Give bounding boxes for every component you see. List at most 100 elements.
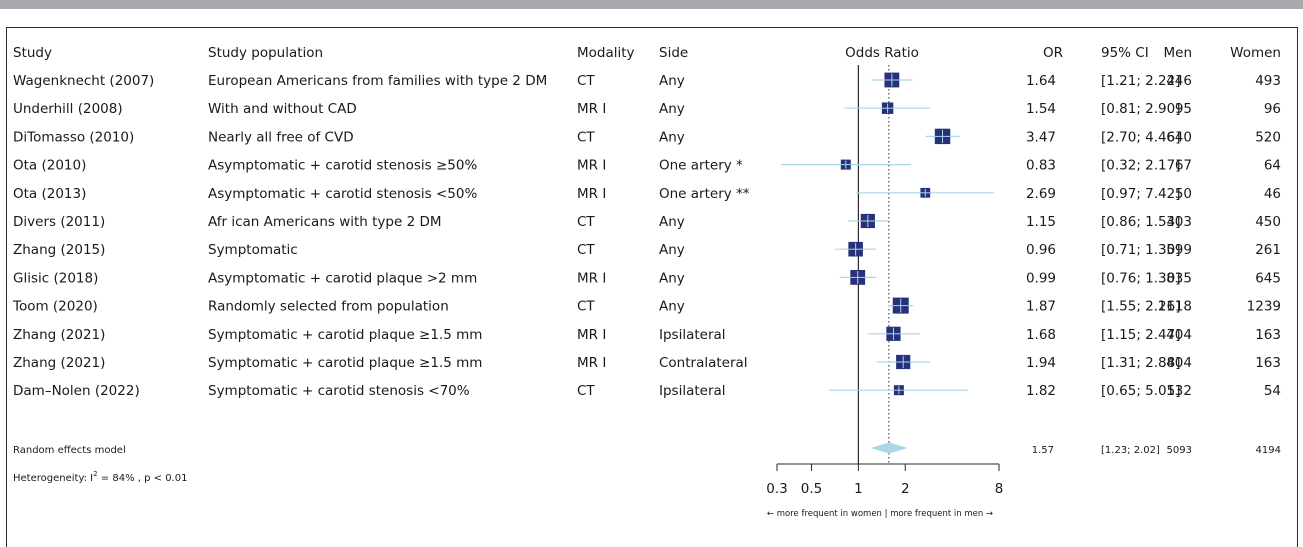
row-modality: CT xyxy=(577,299,595,315)
row-study: Ota (2013) xyxy=(13,186,86,202)
row-modality: CT xyxy=(577,383,595,399)
table-row: Underhill (2008) With and without CAD MR I… xyxy=(13,101,1281,117)
row-study: Zhang (2015) xyxy=(13,242,105,258)
row-or: 1.68 xyxy=(1026,327,1056,343)
row-or: 1.64 xyxy=(1026,73,1056,89)
row-side: Ipsilateral xyxy=(659,383,726,399)
row-ci: [0.76; 1.30] xyxy=(1101,270,1181,286)
header-row: Study Study population Modality Side Odd… xyxy=(13,45,1281,61)
table-row: Dam–Nolen (2022) Symptomatic + carotid st… xyxy=(13,383,1281,399)
row-men: 132 xyxy=(1166,383,1192,399)
row-population: Asymptomatic + carotid plaque >2 mm xyxy=(208,270,477,286)
row-population: Randomly selected from population xyxy=(208,299,449,315)
row-women: 645 xyxy=(1255,270,1281,286)
table-row: Zhang (2021) Symptomatic + carotid plaque… xyxy=(13,327,1281,343)
header-modality: Modality xyxy=(577,45,635,61)
summary-label: Random effects model xyxy=(13,445,126,456)
row-study: Wagenknecht (2007) xyxy=(13,73,154,89)
summary-row: Random effects model 1.57 [1.23; 2.02] 5… xyxy=(13,445,1281,456)
row-women: 96 xyxy=(1264,101,1281,117)
row-women: 163 xyxy=(1255,327,1281,343)
row-women: 261 xyxy=(1255,242,1281,258)
row-population: With and without CAD xyxy=(208,101,357,117)
x-tick-label: 0.3 xyxy=(766,481,787,497)
x-tick-label: 8 xyxy=(995,481,1004,497)
row-modality: MR I xyxy=(577,270,606,286)
summary-or: 1.57 xyxy=(1032,445,1054,456)
header-population: Study population xyxy=(208,45,323,61)
row-men: 303 xyxy=(1166,214,1192,230)
forest-plot-panel xyxy=(6,27,1298,547)
row-women: 520 xyxy=(1255,129,1281,145)
table-row: Zhang (2015) Symptomatic CT Any 0.96 [0.71; 1… xyxy=(13,242,1281,258)
row-ci: [0.71; 1.30] xyxy=(1101,242,1181,258)
row-population: Afr ican Americans with type 2 DM xyxy=(208,214,442,230)
row-men: 404 xyxy=(1166,355,1192,371)
row-ci: [0.32; 2.17] xyxy=(1101,158,1181,174)
table-row: Zhang (2021) Symptomatic + carotid plaque… xyxy=(13,355,1281,371)
row-side: Any xyxy=(659,299,685,315)
row-modality: MR I xyxy=(577,327,606,343)
row-men: 1118 xyxy=(1158,299,1192,315)
row-population: Symptomatic + carotid stenosis <70% xyxy=(208,383,470,399)
summary-women: 4194 xyxy=(1256,445,1281,456)
row-ci: [0.86; 1.54] xyxy=(1101,214,1181,230)
row-side: Any xyxy=(659,270,685,286)
header-or: OR xyxy=(1043,45,1063,61)
row-side: One artery ** xyxy=(659,186,750,202)
row-side: Any xyxy=(659,129,685,145)
row-population: Symptomatic + carotid plaque ≥1.5 mm xyxy=(208,327,482,343)
row-men: 95 xyxy=(1175,101,1192,117)
row-or: 3.47 xyxy=(1026,129,1056,145)
table-row: Ota (2010) Asymptomatic + carotid stenosi… xyxy=(13,158,1281,174)
row-study: Zhang (2021) xyxy=(13,355,105,371)
row-women: 493 xyxy=(1255,73,1281,89)
x-tick-label: 2 xyxy=(901,481,910,497)
row-study: Zhang (2021) xyxy=(13,327,105,343)
row-or: 0.96 xyxy=(1026,242,1056,258)
header-side: Side xyxy=(659,45,688,61)
row-population: Nearly all free of CVD xyxy=(208,129,354,145)
row-men: 50 xyxy=(1175,186,1192,202)
row-side: Contralateral xyxy=(659,355,748,371)
row-women: 163 xyxy=(1255,355,1281,371)
row-men: 835 xyxy=(1166,270,1192,286)
row-ci: [1.31; 2.88] xyxy=(1101,355,1181,371)
summary-men: 5093 xyxy=(1167,445,1192,456)
row-side: Any xyxy=(659,101,685,117)
row-or: 0.83 xyxy=(1026,158,1056,174)
row-or: 2.69 xyxy=(1026,186,1056,202)
row-modality: MR I xyxy=(577,186,606,202)
table-row: DiTomasso (2010) Nearly all free of CVD CT… xyxy=(13,129,1281,145)
row-modality: CT xyxy=(577,73,595,89)
row-study: Divers (2011) xyxy=(13,214,105,230)
row-study: Underhill (2008) xyxy=(13,101,123,117)
table-row: Toom (2020) Randomly selected from popula… xyxy=(12,299,1281,315)
row-modality: MR I xyxy=(577,355,606,371)
x-tick-label: 1 xyxy=(854,481,863,497)
row-or: 0.99 xyxy=(1026,270,1056,286)
row-or: 1.15 xyxy=(1026,214,1056,230)
summary-ci: [1.23; 2.02] xyxy=(1101,445,1160,456)
row-or: 1.54 xyxy=(1026,101,1056,117)
row-study: Dam–Nolen (2022) xyxy=(13,383,140,399)
row-modality: CT xyxy=(577,129,595,145)
x-tick-label: 0.5 xyxy=(801,481,822,497)
top-bar xyxy=(0,0,1303,9)
row-population: Symptomatic + carotid plaque ≥1.5 mm xyxy=(208,355,482,371)
row-men: 599 xyxy=(1166,242,1192,258)
row-or: 1.94 xyxy=(1026,355,1056,371)
row-side: Any xyxy=(659,242,685,258)
row-women: 54 xyxy=(1264,383,1281,399)
row-men: 640 xyxy=(1166,129,1192,145)
row-ci: [0.65; 5.05] xyxy=(1101,383,1181,399)
forest-plot: Study Study population Modality Side Odd… xyxy=(12,45,1281,519)
row-population: European Americans from families with ty… xyxy=(208,73,547,89)
row-study: Ota (2010) xyxy=(13,158,86,174)
row-or: 1.82 xyxy=(1026,383,1056,399)
row-population: Symptomatic xyxy=(208,242,298,258)
table-row: Glisic (2018) Asymptomatic + carotid plaq… xyxy=(13,270,1281,286)
row-ci: [2.70; 4.46] xyxy=(1101,129,1181,145)
header-ci: 95% CI xyxy=(1101,45,1149,61)
row-side: One artery * xyxy=(659,158,743,174)
